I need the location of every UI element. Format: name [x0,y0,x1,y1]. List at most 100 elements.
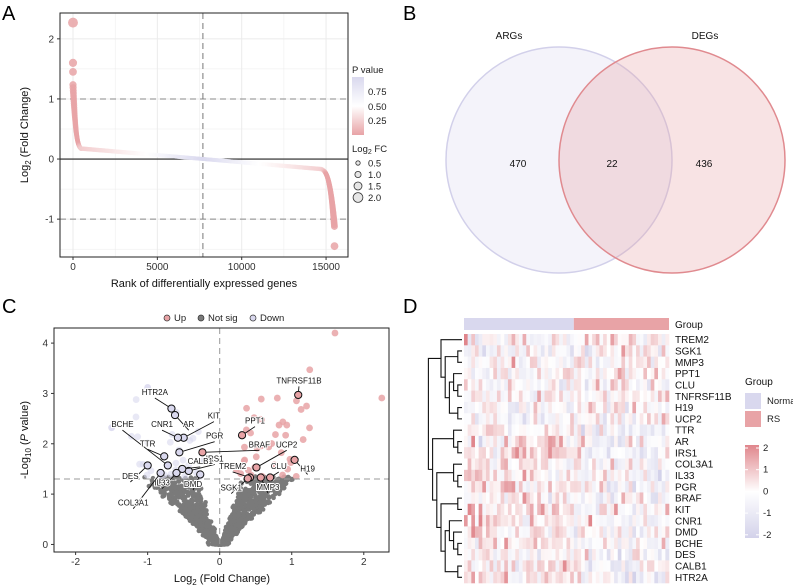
heatmap-cell [610,367,615,380]
heatmap-cell [577,356,582,369]
heatmap-cell [522,345,527,357]
heatmap-cell [522,379,527,391]
heatmap-cell [614,334,619,346]
heatmap-cell [496,367,501,380]
heatmap-cell [474,481,479,493]
up-point [243,404,250,412]
heatmap-cell [661,515,666,527]
heatmap-cell [559,515,564,527]
heatmap-cell [464,549,468,561]
heatmap-cell [500,549,505,561]
heatmap-cell [522,537,527,550]
heatmap-cell [566,492,571,505]
heatmap-cell [504,560,509,572]
heatmap-cell [617,515,622,527]
heatmap-cell [617,492,622,505]
heatmap-cell [636,447,641,459]
heatmap-cell [522,503,527,516]
heatmap-cell [614,526,619,539]
heatmap-cell [474,367,479,380]
heatmap-cell [544,334,549,346]
heatmap-cell [471,481,476,493]
heatmap-cell [595,492,600,505]
heatmap-cell [507,367,512,380]
heatmap-cell [647,469,651,482]
heatmap-cell [471,458,476,471]
heatmap-cell [654,492,659,505]
heatmap-cell [599,447,604,459]
notsig-point [233,526,238,532]
heatmap-cell [643,334,648,346]
heatmap-cell [485,571,490,584]
heatmap-cell [639,424,644,437]
heatmap-cell [606,537,611,550]
heatmap-cell [592,526,597,539]
notsig-point [238,493,244,499]
heatmap-cell [658,345,662,357]
y-tick-label: 0 [48,155,54,166]
heatmap-cell [639,390,644,403]
heatmap-cell [566,334,571,346]
heatmap-cell [573,390,578,403]
heatmap-cell [533,390,538,403]
heatmap-cell [504,503,509,516]
heatmap-cell [478,367,483,380]
labeled-gene-point [170,410,180,420]
heatmap-cell [485,447,490,459]
heatmap-cell [529,492,534,505]
heatmap-cell [515,469,520,482]
heatmap-cell [658,515,662,527]
heatmap-cell [584,515,589,527]
heatmap-cell [628,447,633,459]
legend-notsig-marker [197,314,205,322]
heatmap-cell [496,334,501,346]
heatmap-cell [650,537,655,550]
heatmap-cell [573,492,578,505]
heatmap-group-label: Group [675,320,703,331]
volcano-legend: Up Not sig Down [163,313,284,324]
heatmap-cell [632,413,637,425]
heatmap-cell [515,401,520,414]
heatmap-cell [504,549,509,561]
heatmap-cell [471,334,476,346]
gene-label-connector [122,429,169,466]
venn-count-degs-only: 436 [696,159,713,170]
heatmap-cell [606,571,611,584]
heatmap-cell [625,481,630,493]
heatmap-cell [661,379,666,391]
gene-label: DES [122,472,138,481]
notsig-point [229,518,235,524]
heatmap-cell [478,549,483,561]
heatmap-cell [658,469,662,482]
heatmap-cell [511,503,516,516]
heatmap-cell [515,390,520,403]
heatmap-cell [606,469,611,482]
heatmap-cell [496,413,501,425]
heatmap-cell [643,401,648,414]
heatmap-cell [636,560,641,572]
heatmap-cell [529,515,534,527]
heatmap-cell [559,560,564,572]
heatmap-cell [504,356,509,369]
heatmap-cell [478,526,483,539]
y-tick-label: 4 [42,339,48,350]
heatmap-cell [621,447,626,459]
notsig-point [241,520,247,526]
heatmap-cell [551,469,556,482]
heatmap-cell [522,367,527,380]
heatmap-cell [471,492,476,505]
heatmap-cell [570,549,575,561]
heatmap-cell [665,481,670,493]
heatmap-cell [464,526,468,539]
heatmap-cell [577,334,582,346]
notsig-point [213,539,219,545]
notsig-point [198,486,204,491]
heatmap-cell [654,401,659,414]
gene-point-outlier [69,68,77,76]
heatmap-cell [573,345,578,357]
heatmap-cell [518,549,523,561]
legend-up-label: Up [174,313,186,324]
heatmap-cell [515,413,520,425]
heatmap-cell [555,435,560,448]
heatmap-cell [507,390,512,403]
